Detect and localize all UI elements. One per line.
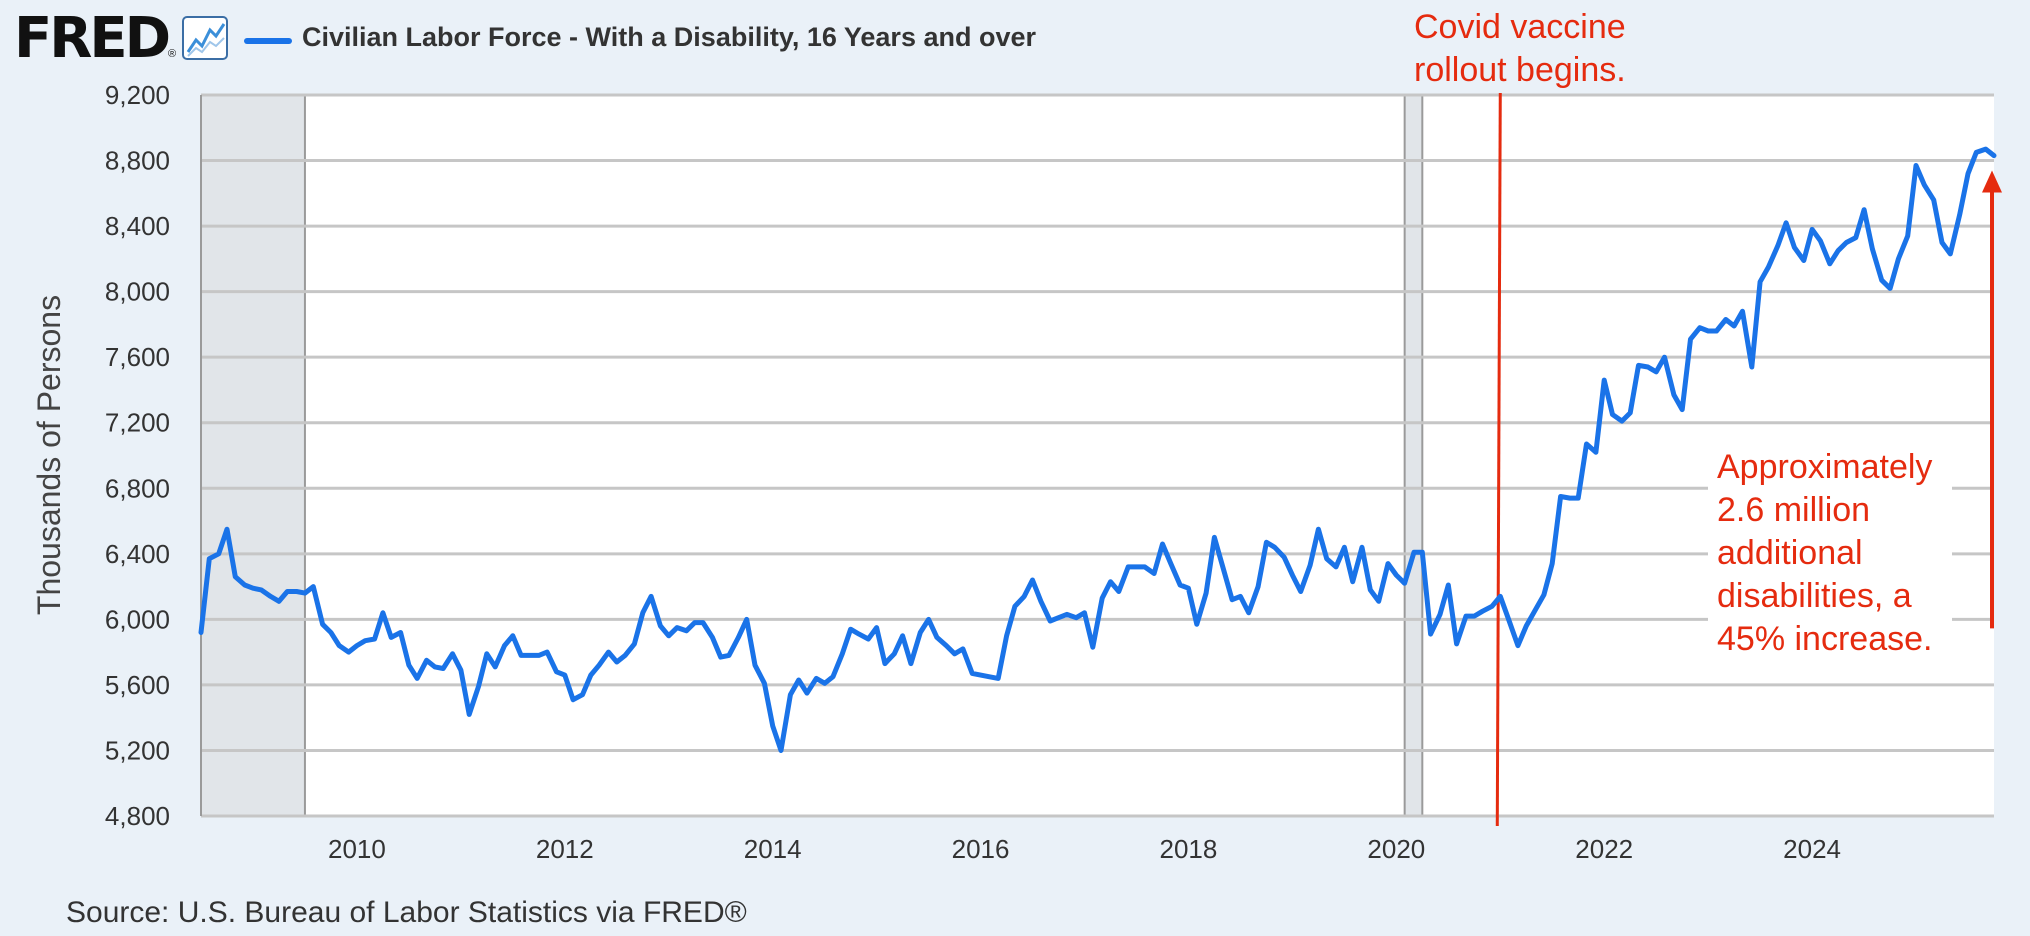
y-tick-label: 6,000 bbox=[105, 604, 170, 634]
chart-header: FRED ® Civilian Labor Force - With a Dis… bbox=[0, 0, 2030, 80]
y-tick-label: 9,200 bbox=[105, 80, 170, 110]
graph-icon[interactable] bbox=[182, 16, 228, 60]
x-tick-label: 2010 bbox=[328, 834, 386, 864]
y-tick-label: 4,800 bbox=[105, 801, 170, 831]
y-tick-label: 6,400 bbox=[105, 539, 170, 569]
plot-background bbox=[201, 95, 1994, 816]
increase-annotation-text: 2.6 million bbox=[1717, 491, 1870, 529]
annotation-backdrop bbox=[1708, 442, 1952, 656]
line-chart: 4,800 5,200 5,600 6,000 6,400 6,800 7,200 7,600… bbox=[31, 8, 2002, 864]
increase-annotation-text: additional bbox=[1717, 534, 1863, 572]
y-gridlines bbox=[200, 93, 1994, 818]
legend-label[interactable]: Civilian Labor Force - With a Disability… bbox=[302, 22, 1036, 52]
x-tick-label: 2012 bbox=[536, 834, 594, 864]
x-tick-label: 2018 bbox=[1160, 834, 1218, 864]
x-tick-label: 2016 bbox=[952, 834, 1010, 864]
y-tick-label: 7,200 bbox=[105, 408, 170, 438]
recession-shading bbox=[201, 95, 1994, 816]
vaccine-annotation-text: rollout begins. bbox=[1414, 51, 1626, 89]
fred-logo[interactable]: FRED bbox=[14, 6, 171, 71]
legend-swatch bbox=[244, 38, 292, 44]
y-tick-labels: 4,800 5,200 5,600 6,000 6,400 6,800 7,200 7,600… bbox=[105, 80, 170, 831]
annotations: Covid vaccine rollout begins. Approximatel… bbox=[1414, 8, 2002, 827]
y-tick-label: 5,600 bbox=[105, 670, 170, 700]
y-tick-label: 8,800 bbox=[105, 146, 170, 176]
y-tick-label: 7,600 bbox=[105, 342, 170, 372]
x-tick-label: 2020 bbox=[1367, 834, 1425, 864]
registered-mark: ® bbox=[168, 48, 177, 60]
x-tick-labels: 2010 2012 2014 2016 2018 2020 2022 2024 bbox=[328, 834, 1841, 864]
y-tick-label: 8,000 bbox=[105, 277, 170, 307]
y-tick-label: 8,400 bbox=[105, 211, 170, 241]
increase-annotation-text: disabilities, a bbox=[1717, 577, 1912, 615]
y-tick-label: 6,800 bbox=[105, 473, 170, 503]
vaccine-annotation-text: Covid vaccine bbox=[1414, 8, 1626, 46]
x-tick-label: 2014 bbox=[744, 834, 802, 864]
recession-band bbox=[201, 95, 305, 816]
series-line[interactable] bbox=[198, 146, 1997, 753]
y-axis-label: Thousands of Persons bbox=[31, 295, 67, 615]
increase-arrow-head bbox=[1982, 170, 2002, 193]
source-note: Source: U.S. Bureau of Labor Statistics … bbox=[66, 896, 747, 929]
y-tick-label: 5,200 bbox=[105, 735, 170, 765]
recession-band bbox=[1404, 95, 1423, 816]
x-tick-label: 2024 bbox=[1783, 834, 1841, 864]
x-tick-label: 2022 bbox=[1575, 834, 1633, 864]
increase-annotation-text: Approximately bbox=[1717, 448, 1932, 486]
increase-annotation-text: 45% increase. bbox=[1717, 620, 1932, 658]
vaccine-marker-line bbox=[1495, 92, 1502, 827]
